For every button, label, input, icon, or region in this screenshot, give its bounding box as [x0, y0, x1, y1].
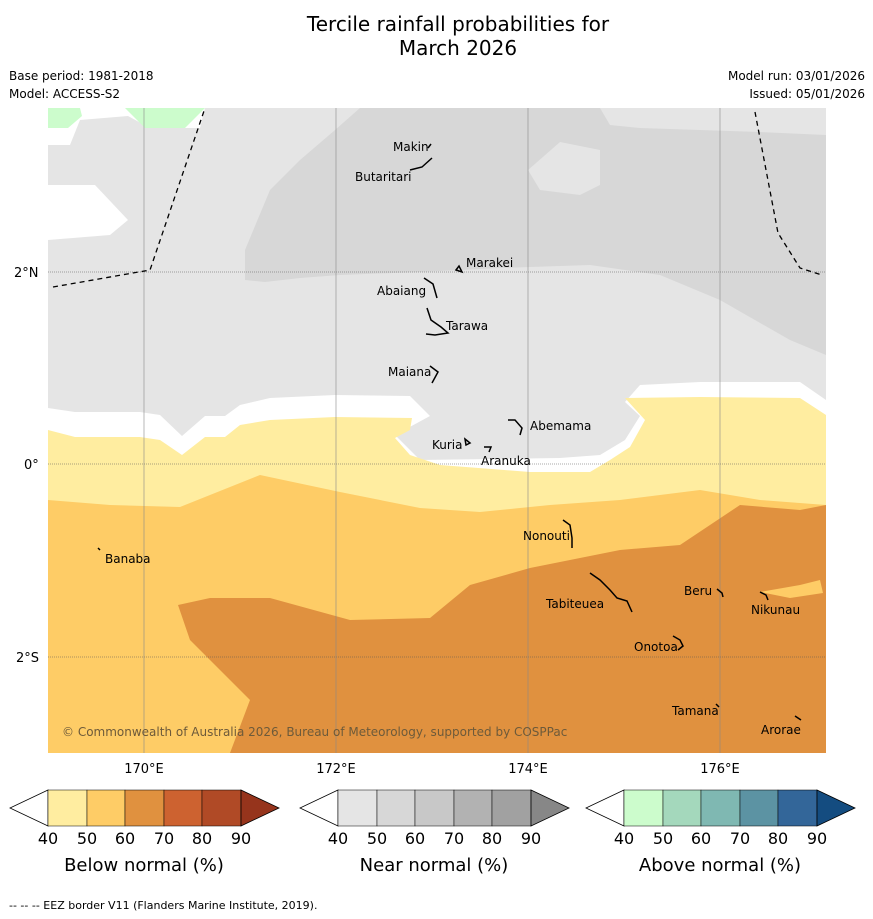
tick-near-60: 60	[405, 829, 425, 848]
tick-above-70: 70	[730, 829, 750, 848]
label-marakei: Marakei	[466, 256, 513, 270]
label-tarawa: Tarawa	[445, 319, 488, 333]
white-region-west	[48, 185, 128, 240]
tick-above-80: 80	[768, 829, 788, 848]
colorbar-near-normal	[299, 789, 570, 827]
lon-label-176: 176°E	[700, 762, 740, 777]
title-line-1: Tercile rainfall probabilities for	[306, 12, 610, 36]
tick-below-50: 50	[77, 829, 97, 848]
place-labels: Makin Butaritari Marakei Abaiang Tarawa …	[105, 140, 801, 737]
below-normal-label: Below normal (%)	[64, 855, 224, 876]
lon-label-172: 172°E	[316, 762, 356, 777]
colorbar-ticks: 40 50 60 70 80 90 40 50 60 70 80 90 40 5…	[38, 829, 827, 848]
model-run: Model run: 03/01/2026	[727, 69, 865, 83]
label-makin: Makin	[393, 140, 429, 154]
tick-above-60: 60	[691, 829, 711, 848]
metadata-right: Model run: 03/01/2026 Issued: 05/01/2026	[728, 67, 865, 103]
tick-near-50: 50	[367, 829, 387, 848]
label-abemama: Abemama	[530, 419, 591, 433]
copyright-text: © Commonwealth of Australia 2026, Bureau…	[62, 725, 567, 739]
label-nonouti: Nonouti	[523, 529, 570, 543]
label-onotoa: Onotoa	[634, 640, 678, 654]
eez-footnote: -- -- -- EEZ border V11 (Flanders Marine…	[9, 899, 318, 912]
tick-below-60: 60	[115, 829, 135, 848]
label-banaba: Banaba	[105, 552, 151, 566]
graticule	[48, 271, 826, 658]
label-beru: Beru	[684, 584, 712, 598]
axis-labels: 2°N 0° 2°S 170°E 172°E 174°E 176°E	[14, 266, 740, 777]
colorbar-labels: Below normal (%) Near normal (%) Above n…	[64, 855, 801, 876]
near-normal-label: Near normal (%)	[360, 855, 509, 876]
colorbar-below-normal	[9, 789, 280, 827]
meridians	[143, 108, 721, 753]
tick-near-80: 80	[482, 829, 502, 848]
model-name: Model: ACCESS-S2	[9, 87, 121, 101]
near-normal-40-top	[600, 108, 826, 135]
tick-above-90: 90	[807, 829, 827, 848]
metadata-left: Base period: 1981-2018 Model: ACCESS-S2	[9, 67, 154, 103]
base-period: Base period: 1981-2018	[9, 69, 154, 83]
lat-label-2n: 2°N	[14, 266, 39, 281]
map-title: Tercile rainfall probabilities for March…	[0, 12, 873, 60]
label-abaiang: Abaiang	[377, 284, 426, 298]
below-normal-60-region	[178, 505, 826, 753]
lon-label-170: 170°E	[124, 762, 164, 777]
label-kuria: Kuria	[432, 438, 463, 452]
label-butaritari: Butaritari	[355, 170, 412, 184]
near-normal-50-region	[245, 108, 826, 355]
tick-above-50: 50	[653, 829, 673, 848]
lat-label-0: 0°	[24, 458, 39, 473]
issued-date: Issued: 05/01/2026	[749, 87, 865, 101]
near-normal-40-patch	[528, 142, 600, 195]
tick-below-80: 80	[192, 829, 212, 848]
tick-near-40: 40	[328, 829, 348, 848]
label-aranuka: Aranuka	[481, 454, 531, 468]
label-maiana: Maiana	[388, 365, 431, 379]
label-arorae: Arorae	[761, 723, 801, 737]
above-normal-label: Above normal (%)	[639, 855, 801, 876]
label-nikunau: Nikunau	[751, 603, 800, 617]
tick-near-70: 70	[444, 829, 464, 848]
below-normal-50-patch	[760, 580, 823, 598]
colorbar-above-normal	[585, 789, 856, 827]
map-area: Makin Butaritari Marakei Abaiang Tarawa …	[48, 108, 826, 753]
label-tabiteuea: Tabiteuea	[545, 597, 604, 611]
tick-below-90: 90	[231, 829, 251, 848]
above-normal-40-patch-1	[48, 108, 82, 128]
label-tamana: Tamana	[671, 704, 719, 718]
title-line-2: March 2026	[398, 36, 518, 60]
tick-below-40: 40	[38, 829, 58, 848]
tick-below-70: 70	[154, 829, 174, 848]
island-outlines	[97, 143, 802, 721]
tick-above-40: 40	[614, 829, 634, 848]
lon-label-174: 174°E	[508, 762, 548, 777]
tick-near-90: 90	[521, 829, 541, 848]
lat-label-2s: 2°S	[16, 651, 39, 666]
above-normal-40-patch-2	[125, 108, 205, 128]
